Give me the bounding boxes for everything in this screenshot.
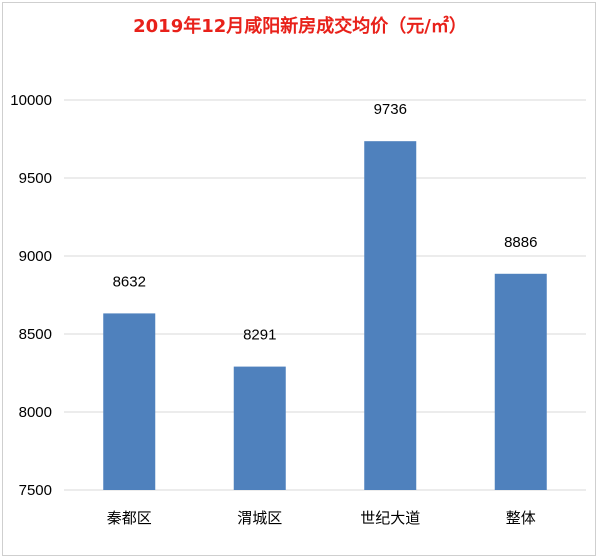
x-tick-label: 整体 [506, 509, 536, 527]
bar [364, 141, 417, 490]
y-tick-label: 9500 [19, 170, 52, 187]
y-tick-label: 8000 [19, 404, 52, 421]
x-tick-label: 世纪大道 [360, 509, 420, 527]
y-tick-label: 7500 [19, 482, 52, 499]
data-label: 8886 [504, 234, 537, 251]
y-tick-label: 10000 [10, 92, 52, 109]
y-tick-label: 8500 [19, 326, 52, 343]
y-tick-label: 9000 [19, 248, 52, 265]
x-tick-label: 秦都区 [107, 509, 152, 527]
x-axis: 秦都区 渭城区 世纪大道 整体 [107, 509, 536, 527]
bar [233, 366, 286, 490]
x-tick-label: 渭城区 [237, 509, 282, 527]
bars [103, 141, 547, 490]
data-label: 9736 [374, 101, 407, 118]
chart-title: 2019年12月咸阳新房成交均价（元/㎡） [133, 16, 467, 37]
bar [103, 313, 156, 490]
y-axis: 7500 8000 8500 9000 9500 10000 [10, 92, 52, 499]
data-label: 8632 [113, 273, 146, 290]
bar [494, 273, 547, 490]
data-label: 8291 [243, 327, 276, 344]
data-labels: 8632 8291 9736 8886 [113, 101, 538, 343]
